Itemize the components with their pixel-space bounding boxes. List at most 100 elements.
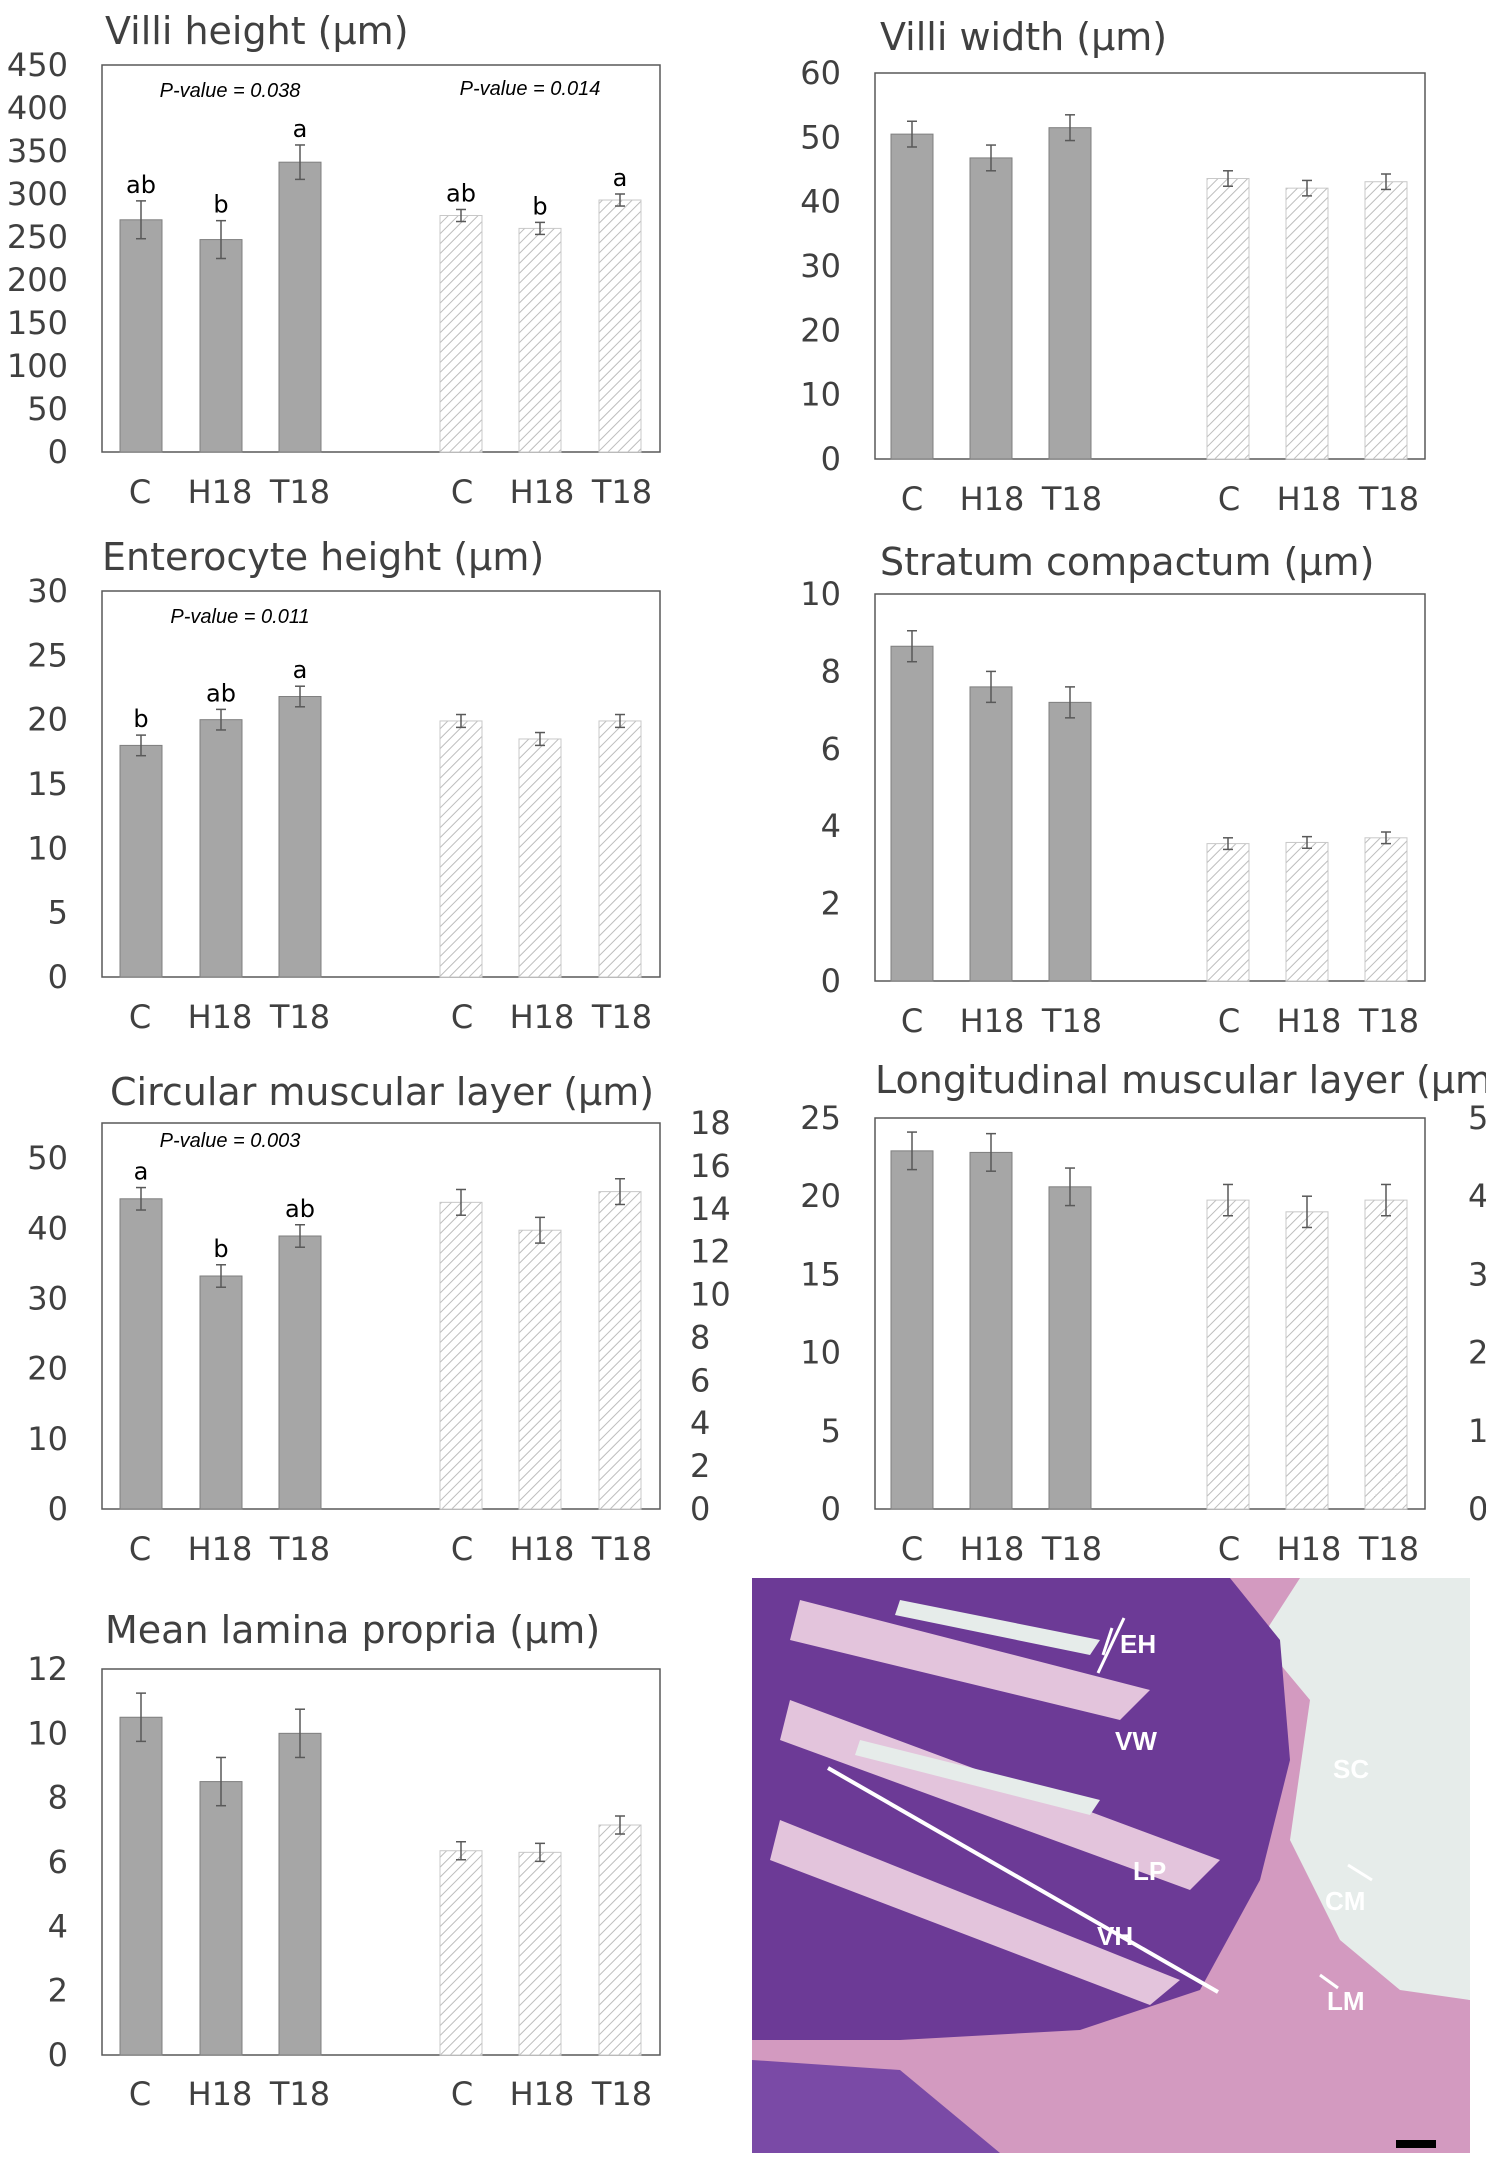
vh-arrow — [827, 1766, 1219, 1994]
category-label: T18 — [591, 1530, 652, 1568]
category-label: C — [901, 480, 923, 518]
plot-frame — [101, 590, 661, 978]
bar — [439, 720, 483, 978]
bar — [199, 719, 243, 978]
significance-label: b — [532, 192, 547, 220]
chart-panel-4: Stratum compactum (µm) 0 2 4 6 8 10 C H18 T18 C H18… — [800, 540, 1426, 1040]
category-label: H18 — [1277, 480, 1342, 518]
category-label: C — [129, 473, 151, 511]
bar — [278, 1235, 322, 1510]
bar — [598, 720, 642, 978]
charts-layer: Villi height (µm)05010015020025030035040… — [7, 9, 1486, 2113]
y-tick-label: 0 — [821, 962, 841, 1000]
lm-arrow — [1319, 1973, 1339, 1990]
category-label: C — [901, 1530, 923, 1568]
category-label: T18 — [591, 998, 652, 1036]
category-label: T18 — [269, 1530, 330, 1568]
significance-label: ab — [446, 179, 476, 207]
bar — [439, 215, 483, 453]
y2-tick-label: 0 — [1468, 1490, 1486, 1528]
category-label: T18 — [591, 473, 652, 511]
y-tick-label: 20 — [27, 701, 68, 739]
bar — [199, 1781, 243, 2056]
category-label: C — [451, 473, 473, 511]
bar — [598, 1191, 642, 1510]
bar — [890, 645, 934, 982]
y2-tick-label: 1 — [1468, 1412, 1486, 1450]
bar — [969, 157, 1013, 460]
y2-tick-label: 2 — [690, 1447, 710, 1485]
bar — [1364, 837, 1408, 982]
category-label: C — [129, 1530, 151, 1568]
chart-panel-2: Villi width (µm) 0 10 20 30 40 50 60 C H18 T18 C H18… — [800, 15, 1426, 518]
y-tick-label: 0 — [48, 958, 68, 996]
y-tick-label: 100 — [7, 347, 68, 385]
vw-arrow — [1096, 1617, 1126, 1674]
bar — [1285, 1211, 1329, 1510]
category-label: T18 — [1041, 1530, 1102, 1568]
y-tick-label: 10 — [27, 829, 68, 867]
y-tick-label: 60 — [800, 54, 841, 92]
significance-label: a — [293, 115, 308, 143]
y2-tick-label: 12 — [690, 1233, 731, 1271]
category-label: T18 — [591, 2075, 652, 2113]
plot-frame — [101, 64, 661, 453]
bar — [598, 1824, 642, 2056]
y-tick-label: 300 — [7, 175, 68, 213]
y-tick-label: 0 — [821, 1490, 841, 1528]
category-label: C — [901, 1002, 923, 1040]
bar — [1364, 1199, 1408, 1510]
bar — [1364, 181, 1408, 460]
y-tick-label: 150 — [7, 304, 68, 342]
bar — [1048, 701, 1092, 982]
bar — [119, 219, 163, 453]
y-tick-label: 4 — [821, 807, 841, 845]
p-value-annotation: P-value = 0.003 — [160, 1130, 301, 1152]
y-tick-label: 20 — [800, 311, 841, 349]
y-tick-label: 50 — [27, 390, 68, 428]
y-tick-label: 10 — [800, 1334, 841, 1372]
plot-frame — [101, 1122, 661, 1510]
y-tick-label: 8 — [48, 1779, 68, 1817]
label-eh: EH — [1120, 1629, 1156, 1659]
y-tick-label: 5 — [821, 1412, 841, 1450]
y-tick-label: 0 — [48, 2036, 68, 2074]
p-value-annotation: P-value = 0.011 — [170, 606, 309, 628]
y-tick-label: 350 — [7, 132, 68, 170]
y-tick-label: 30 — [27, 1279, 68, 1317]
chart-panel-7: Mean lamina propria (µm) 0 2 4 6 8 10 12 C H18 T18… — [27, 1608, 661, 2113]
y-tick-label: 5 — [48, 894, 68, 932]
p-value-annotation: P-value = 0.014 — [460, 78, 601, 100]
y-tick-label: 4 — [48, 1907, 68, 1945]
category-label: H18 — [510, 998, 575, 1036]
category-label: T18 — [269, 473, 330, 511]
bar — [890, 133, 934, 460]
y2-tick-label: 0 — [690, 1490, 710, 1528]
y-tick-label: 40 — [800, 183, 841, 221]
y2-tick-label: 14 — [690, 1190, 731, 1228]
chart-title: Villi height (µm) — [105, 9, 409, 53]
category-label: T18 — [1358, 1002, 1419, 1040]
plot-frame — [874, 1117, 1426, 1510]
category-label: T18 — [269, 998, 330, 1036]
y-tick-label: 15 — [800, 1255, 841, 1293]
y-tick-label: 2 — [821, 885, 841, 923]
y2-tick-label: 16 — [690, 1147, 731, 1185]
y-tick-label: 10 — [800, 575, 841, 613]
bar — [119, 1198, 163, 1510]
eh-arrow — [1101, 1627, 1114, 1656]
bar — [1206, 178, 1250, 460]
y2-tick-label: 2 — [1468, 1334, 1486, 1372]
y-tick-label: 10 — [27, 1420, 68, 1458]
category-label: H18 — [960, 1530, 1025, 1568]
chart-title: Stratum compactum (µm) — [880, 540, 1374, 584]
label-cm: CM — [1325, 1886, 1365, 1916]
y-tick-label: 8 — [821, 652, 841, 690]
category-label: C — [1218, 1530, 1240, 1568]
y2-tick-label: 3 — [1468, 1255, 1486, 1293]
significance-label: b — [133, 705, 148, 733]
y-tick-label: 20 — [800, 1177, 841, 1215]
category-label: H18 — [510, 473, 575, 511]
y-tick-label: 450 — [7, 46, 68, 84]
lumen-gap-2 — [895, 1600, 1100, 1655]
